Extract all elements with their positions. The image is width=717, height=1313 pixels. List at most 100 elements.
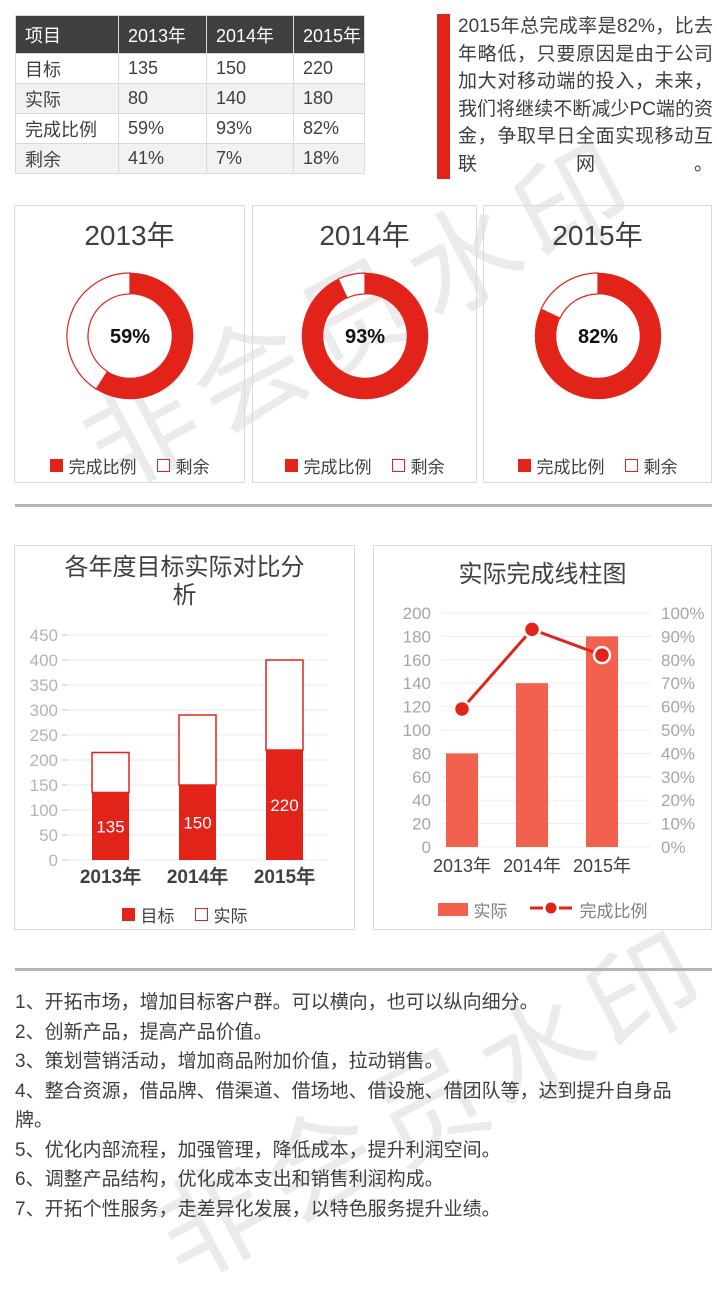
svg-text:70%: 70%	[661, 674, 695, 693]
svg-text:30%: 30%	[661, 768, 695, 787]
svg-text:82%: 82%	[577, 326, 617, 348]
chart-legend: 完成比例 剩余	[284, 453, 445, 478]
legend-swatch-filled	[517, 459, 531, 472]
svg-text:220: 220	[270, 796, 298, 815]
donut-panel-2014[interactable]: 2014年 93% 完成比例 剩余	[252, 205, 477, 483]
svg-text:100: 100	[403, 721, 431, 740]
table-cell[interactable]: 41%	[118, 143, 207, 174]
table-header-row: 项目 2013年 2014年 2015年	[15, 15, 365, 54]
table-cell[interactable]: 82%	[293, 113, 365, 144]
notes-list: 1、开拓市场，增加目标客户群。可以横向，也可以纵向细分。 2、创新产品，提高产品…	[15, 988, 683, 1224]
combo-chart-panel[interactable]: 实际完成线柱图 0 20 40 60 80 100 120 140 160 180 200 0% 10%…	[373, 545, 712, 930]
svg-text:150: 150	[183, 814, 211, 833]
legend-label: 完成比例	[303, 458, 372, 477]
svg-text:200: 200	[403, 604, 431, 623]
chart-title: 2014年	[319, 220, 410, 251]
legend-label: 目标	[140, 907, 175, 926]
note-item: 1、开拓市场，增加目标客户群。可以横向，也可以纵向细分。	[15, 992, 539, 1013]
svg-text:135: 135	[96, 817, 124, 836]
svg-text:100: 100	[30, 801, 58, 820]
legend-label: 剩余	[643, 458, 678, 477]
legend-label: 完成比例	[68, 458, 137, 477]
svg-text:20%: 20%	[661, 791, 695, 810]
svg-text:2014年: 2014年	[167, 865, 228, 888]
svg-text:50%: 50%	[661, 721, 695, 740]
svg-text:140: 140	[403, 674, 431, 693]
summary-table: 项目 2013年 2014年 2015年 目标 135 150 220 实际 8…	[15, 15, 365, 174]
svg-text:350: 350	[30, 676, 58, 695]
table-cell[interactable]: 135	[118, 53, 207, 84]
svg-text:60%: 60%	[661, 698, 695, 717]
svg-text:0%: 0%	[661, 838, 686, 857]
note-item: 3、策划营销活动，增加商品附加价值，拉动销售。	[15, 1051, 444, 1072]
legend-line-marker-icon	[528, 900, 574, 920]
table-header-cell[interactable]: 2013年	[118, 15, 207, 54]
svg-text:180: 180	[403, 627, 431, 646]
table-cell[interactable]: 150	[206, 53, 294, 84]
table-cell[interactable]: 80	[118, 83, 207, 114]
table-header-cell[interactable]: 项目	[15, 15, 119, 54]
table-cell[interactable]: 18%	[293, 143, 365, 174]
table-cell[interactable]: 180	[293, 83, 365, 114]
summary-callout: 2015年总完成率是82%，比去年略低，只要原因是由于公司加大对移动端的投入，未…	[437, 13, 713, 179]
svg-text:20: 20	[412, 815, 431, 834]
row-label-cell[interactable]: 实际	[15, 83, 119, 114]
chart-title: 各年度目标实际对比分析	[64, 554, 305, 609]
svg-text:150: 150	[30, 776, 58, 795]
legend-swatch-outline	[156, 459, 170, 472]
svg-text:60: 60	[412, 768, 431, 787]
legend-swatch-bar	[437, 903, 468, 916]
row-label-cell[interactable]: 完成比例	[15, 113, 119, 144]
table-cell[interactable]: 59%	[118, 113, 207, 144]
table-cell[interactable]: 7%	[206, 143, 294, 174]
svg-text:80: 80	[412, 744, 431, 763]
svg-text:120: 120	[403, 698, 431, 717]
row-label-cell[interactable]: 剩余	[15, 143, 119, 174]
svg-text:0: 0	[49, 851, 58, 870]
svg-text:2014年: 2014年	[503, 856, 561, 876]
svg-text:100%: 100%	[661, 604, 704, 623]
legend-label: 剩余	[410, 458, 445, 477]
chart-legend: 完成比例 剩余	[517, 453, 678, 478]
table-cell[interactable]: 140	[206, 83, 294, 114]
svg-text:50: 50	[39, 826, 58, 845]
row-label-cell[interactable]: 目标	[15, 53, 119, 84]
svg-text:300: 300	[30, 701, 58, 720]
table-cell[interactable]: 93%	[206, 113, 294, 144]
note-item: 2、创新产品，提高产品价值。	[15, 1021, 273, 1043]
chart-title: 2013年	[84, 220, 175, 251]
legend-label: 剩余	[175, 458, 210, 477]
donut-panel-2013[interactable]: 2013年 59% 完成比例 剩余	[14, 205, 245, 483]
svg-text:2013年: 2013年	[80, 865, 141, 888]
stacked-bar-chart: 0 50 100 150 200 250 300 350 400 450 135 2013年 150 20…	[15, 610, 354, 900]
chart-legend: 目标 实际	[121, 902, 248, 927]
legend-label: 实际	[213, 907, 248, 926]
svg-text:450: 450	[30, 626, 58, 645]
legend-swatch-outline	[624, 459, 638, 472]
legend-swatch-target	[121, 908, 135, 921]
svg-text:2015年: 2015年	[573, 856, 631, 876]
donut-panel-2015[interactable]: 2015年 82% 完成比例 剩余	[483, 205, 712, 483]
svg-text:160: 160	[403, 651, 431, 670]
table-header-cell[interactable]: 2015年	[293, 15, 365, 54]
legend-swatch-filled	[49, 459, 63, 472]
svg-text:2015年: 2015年	[254, 865, 315, 888]
svg-text:400: 400	[30, 651, 58, 670]
table-header-cell[interactable]: 2014年	[206, 15, 294, 54]
callout-accent-bar	[437, 14, 450, 179]
legend-label: 完成比例	[579, 902, 648, 921]
legend-swatch-actual	[194, 908, 208, 921]
svg-text:90%: 90%	[661, 627, 695, 646]
donut-chart: 82%	[488, 256, 708, 421]
table-cell[interactable]: 220	[293, 53, 365, 84]
chart-title: 2015年	[552, 220, 643, 251]
donut-chart: 93%	[255, 256, 475, 421]
chart-legend: 实际 完成比例	[437, 897, 648, 922]
svg-text:80%: 80%	[661, 651, 695, 670]
stacked-bar-chart-panel[interactable]: 各年度目标实际对比分析 0 50 100 150 200 250 300 350 400 450 1…	[14, 545, 355, 930]
chart-title: 实际完成线柱图	[458, 561, 627, 588]
svg-text:250: 250	[30, 726, 58, 745]
note-item: 5、优化内部流程，加强管理，降低成本，提升利润空间。	[15, 1139, 501, 1161]
svg-text:2013年: 2013年	[433, 856, 491, 876]
table-row: 目标 135 150 220	[15, 53, 365, 84]
